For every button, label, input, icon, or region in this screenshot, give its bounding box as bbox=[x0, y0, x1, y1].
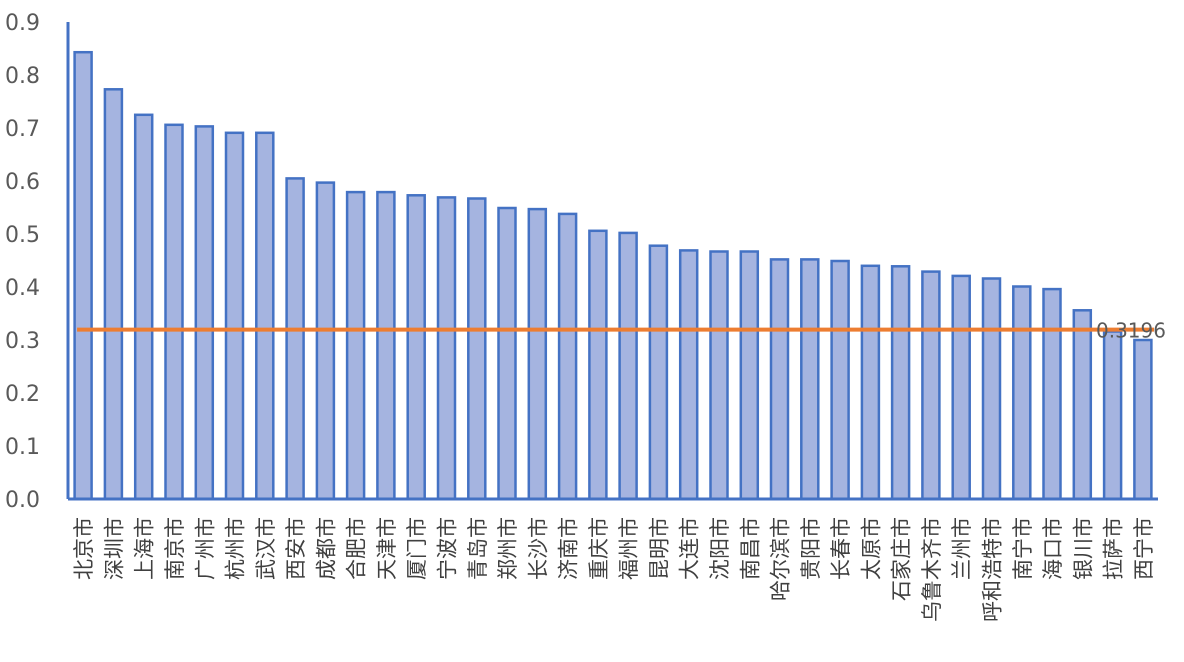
x-tick-label: 济南市 bbox=[557, 517, 581, 580]
x-tick-label: 天津市 bbox=[375, 517, 399, 580]
x-tick-label: 重庆市 bbox=[587, 517, 611, 580]
bar-series bbox=[73, 50, 1153, 501]
x-tick-label: 拉萨市 bbox=[1102, 517, 1126, 580]
bar bbox=[1133, 338, 1153, 501]
x-tick-label: 哈尔滨市 bbox=[769, 517, 793, 601]
x-tick-label: 石家庄市 bbox=[890, 517, 914, 601]
bar bbox=[103, 88, 124, 501]
x-tick-label: 青岛市 bbox=[466, 517, 490, 580]
x-tick-label: 贵阳市 bbox=[799, 517, 823, 580]
y-tick-label: 0.2 bbox=[5, 382, 40, 407]
bar bbox=[467, 197, 487, 501]
y-tick-label: 0.4 bbox=[5, 276, 40, 301]
bar bbox=[164, 123, 184, 501]
bar bbox=[860, 264, 881, 501]
x-axis-labels: 北京市 深圳市 上海市 南京市 广州市 杭州市 武汉市 西安市 成都市 合肥市 天津市 厦门市 宁波市青… bbox=[72, 517, 1156, 622]
x-tick-label: 海口市 bbox=[1041, 517, 1065, 580]
x-tick-label: 南京市 bbox=[163, 517, 187, 580]
bar bbox=[1012, 285, 1032, 501]
x-tick-label: 乌鲁木齐市 bbox=[920, 517, 944, 622]
bar bbox=[830, 259, 850, 501]
x-tick-label: 深圳市 bbox=[102, 517, 126, 580]
y-tick-label: 0.3 bbox=[5, 329, 40, 354]
x-tick-label: 广州市 bbox=[193, 517, 217, 580]
x-tick-label: 兰州市 bbox=[950, 517, 974, 580]
y-tick-label: 0.9 bbox=[5, 11, 40, 36]
x-tick-label: 南昌市 bbox=[738, 517, 762, 580]
bar bbox=[194, 125, 215, 501]
bar bbox=[133, 113, 154, 501]
y-tick-label: 0.8 bbox=[5, 64, 40, 89]
reference-line-label: 0.3196 bbox=[1096, 319, 1166, 343]
bar bbox=[709, 250, 729, 501]
x-tick-label: 北京市 bbox=[72, 517, 96, 580]
x-tick-label: 银川市 bbox=[1071, 517, 1095, 580]
x-tick-label: 沈阳市 bbox=[708, 517, 732, 580]
x-tick-label: 南宁市 bbox=[1011, 517, 1035, 580]
x-tick-label: 杭州市 bbox=[224, 517, 248, 580]
x-tick-label: 郑州市 bbox=[496, 517, 520, 580]
bar bbox=[981, 277, 1002, 501]
bar bbox=[1102, 330, 1123, 501]
bar bbox=[618, 231, 638, 501]
bar bbox=[406, 194, 426, 501]
bar bbox=[73, 50, 93, 501]
x-tick-label: 厦门市 bbox=[405, 517, 429, 580]
bar bbox=[436, 196, 457, 501]
x-tick-label: 西宁市 bbox=[1132, 517, 1156, 580]
y-axis-ticks: 0.0 0.1 0.2 0.3 0.4 0.5 0.6 0.7 0.8 0.9 bbox=[5, 11, 40, 513]
x-tick-label: 昆明市 bbox=[647, 517, 671, 580]
bar bbox=[527, 207, 548, 501]
bar bbox=[1042, 287, 1062, 501]
y-tick-label: 0.7 bbox=[5, 117, 40, 142]
x-tick-label: 长春市 bbox=[829, 517, 853, 580]
x-tick-label: 太原市 bbox=[859, 517, 883, 580]
bar bbox=[345, 190, 366, 501]
x-tick-label: 长沙市 bbox=[526, 517, 550, 580]
x-tick-label: 宁波市 bbox=[436, 517, 460, 580]
bar bbox=[921, 270, 941, 501]
y-tick-label: 0.6 bbox=[5, 170, 40, 195]
bar bbox=[376, 190, 396, 501]
x-tick-label: 西安市 bbox=[284, 517, 308, 580]
bar bbox=[1072, 309, 1093, 501]
bar bbox=[648, 244, 669, 501]
bar bbox=[739, 250, 760, 501]
y-tick-label: 0.1 bbox=[5, 435, 40, 460]
x-tick-label: 合肥市 bbox=[345, 517, 369, 580]
x-tick-label: 成都市 bbox=[314, 517, 338, 580]
x-tick-label: 大连市 bbox=[678, 517, 702, 580]
x-tick-label: 福州市 bbox=[617, 517, 641, 580]
y-tick-label: 0.5 bbox=[5, 223, 40, 248]
bar bbox=[255, 131, 275, 501]
bar bbox=[678, 249, 699, 501]
bar bbox=[890, 265, 911, 501]
y-tick-label: 0.0 bbox=[5, 488, 40, 513]
bar bbox=[951, 274, 971, 501]
bar bbox=[285, 177, 305, 501]
bar bbox=[224, 131, 245, 501]
bar bbox=[315, 181, 336, 501]
x-tick-label: 呼和浩特市 bbox=[981, 517, 1005, 622]
bar bbox=[769, 258, 790, 501]
bar bbox=[497, 206, 517, 501]
bar bbox=[557, 212, 578, 501]
bar bbox=[588, 229, 608, 501]
x-tick-label: 武汉市 bbox=[254, 517, 278, 580]
x-tick-label: 上海市 bbox=[133, 517, 157, 580]
bar bbox=[800, 258, 820, 501]
